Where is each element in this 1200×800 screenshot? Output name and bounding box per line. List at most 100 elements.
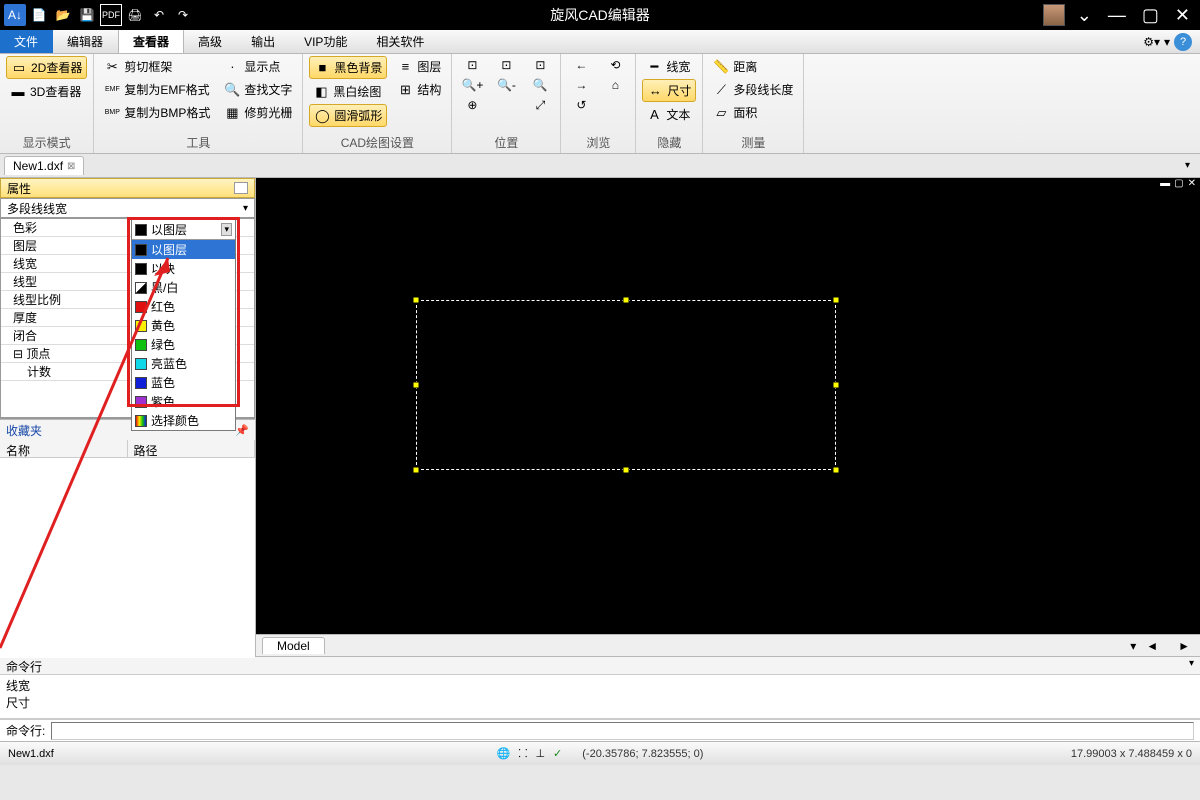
selection-grip[interactable]: [413, 467, 420, 474]
menu-file[interactable]: 文件: [0, 30, 53, 53]
scroll-left-icon[interactable]: ◄: [1142, 639, 1162, 653]
color-option-黑/白[interactable]: 黑/白: [132, 278, 235, 297]
selection-grip[interactable]: [833, 297, 840, 304]
status-grid-icon[interactable]: ⸬: [518, 746, 527, 761]
color-option-亮蓝色[interactable]: 亮蓝色: [132, 354, 235, 373]
ribbon-btn-剪切框架[interactable]: ✂剪切框架: [100, 56, 214, 77]
ribbon-iconbtn[interactable]: 🔍-: [492, 76, 520, 94]
menu-输出[interactable]: 输出: [237, 30, 290, 53]
ribbon-iconbtn[interactable]: ⊡: [526, 56, 554, 74]
canvas-close-icon[interactable]: ✕: [1188, 178, 1196, 192]
ribbon-btn-多段线长度[interactable]: ⟋多段线长度: [709, 79, 797, 100]
minimize-icon[interactable]: —: [1104, 5, 1130, 26]
close-tab-icon[interactable]: ⊠: [67, 161, 75, 172]
undo-icon[interactable]: ↶: [148, 4, 170, 26]
ribbon-iconbtn[interactable]: [492, 96, 520, 100]
selection-grip[interactable]: [833, 467, 840, 474]
selection-grip[interactable]: [623, 297, 630, 304]
selection-grip[interactable]: [413, 297, 420, 304]
settings-icon[interactable]: ⚙▾: [1143, 35, 1160, 49]
color-option-以块[interactable]: 以块: [132, 259, 235, 278]
menu-高级[interactable]: 高级: [184, 30, 237, 53]
command-input[interactable]: [51, 722, 1194, 740]
ribbon-iconbtn[interactable]: 🔍+: [458, 76, 486, 94]
command-header[interactable]: 命令行 ▾: [0, 657, 1200, 675]
ribbon-btn-显示点[interactable]: ·显示点: [220, 56, 296, 77]
document-tab[interactable]: New1.dxf ⊠: [4, 156, 84, 175]
chevron-down-icon[interactable]: ▾: [1189, 658, 1194, 673]
status-globe-icon[interactable]: 🌐: [497, 747, 511, 760]
ribbon-btn-图层[interactable]: ≡图层: [393, 56, 445, 77]
menu-编辑器[interactable]: 编辑器: [53, 30, 118, 53]
ribbon-iconbtn[interactable]: ⊕: [458, 96, 486, 114]
selection-grip[interactable]: [833, 382, 840, 389]
color-option-紫色[interactable]: 紫色: [132, 392, 235, 411]
ribbon-btn-修剪光栅[interactable]: ▦修剪光栅: [220, 102, 296, 123]
ribbon-btn-3D查看器[interactable]: ▬3D查看器: [6, 81, 87, 102]
color-option-蓝色[interactable]: 蓝色: [132, 373, 235, 392]
tab-chevron-icon[interactable]: ▾: [1185, 160, 1196, 171]
menu-相关软件[interactable]: 相关软件: [362, 30, 439, 53]
ribbon-btn-文本[interactable]: A文本: [642, 104, 696, 125]
color-option-绿色[interactable]: 绿色: [132, 335, 235, 354]
object-type-selector[interactable]: 多段线线宽 ▾: [0, 198, 255, 218]
ribbon-btn-结构[interactable]: ⊞结构: [393, 79, 445, 100]
ribbon-iconbtn[interactable]: ⊡: [458, 56, 486, 74]
ribbon-btn-复制为BMP格式[interactable]: BMP复制为BMP格式: [100, 102, 214, 123]
ribbon-iconbtn[interactable]: ⌂: [601, 76, 629, 94]
print-icon[interactable]: 🖨: [124, 4, 146, 26]
app-logo-icon[interactable]: A↓: [4, 4, 26, 26]
status-ortho-icon[interactable]: ⊥: [535, 747, 545, 760]
model-tab[interactable]: Model: [262, 637, 325, 654]
properties-header[interactable]: 属性: [0, 178, 255, 198]
selection-grip[interactable]: [623, 467, 630, 474]
chevron-down-icon[interactable]: ⌄: [1073, 5, 1096, 26]
pdf-icon[interactable]: PDF: [100, 4, 122, 26]
selection-grip[interactable]: [413, 382, 420, 389]
menu-VIP功能[interactable]: VIP功能: [290, 30, 362, 53]
color-option-黄色[interactable]: 黄色: [132, 316, 235, 335]
ribbon-btn-复制为EMF格式[interactable]: EMF复制为EMF格式: [100, 79, 214, 100]
redo-icon[interactable]: ↷: [172, 4, 194, 26]
save-icon[interactable]: 💾: [76, 4, 98, 26]
new-icon[interactable]: 📄: [28, 4, 50, 26]
color-dropdown[interactable]: 以图层▾以图层以块黑/白红色黄色绿色亮蓝色蓝色紫色选择颜色: [131, 219, 236, 431]
ribbon-iconbtn[interactable]: ↺: [567, 96, 595, 114]
ribbon-btn-黑白绘图[interactable]: ◧黑白绘图: [309, 81, 387, 102]
ribbon-iconbtn[interactable]: →: [567, 76, 595, 94]
ribbon-iconbtn[interactable]: ⟲: [601, 56, 629, 74]
close-icon[interactable]: ✕: [1171, 5, 1194, 26]
ribbon-btn-圆滑弧形[interactable]: ◯圆滑弧形: [309, 104, 387, 127]
help-icon[interactable]: ?: [1174, 33, 1192, 51]
properties-mini-icon[interactable]: [234, 182, 248, 194]
status-filename: New1.dxf: [8, 748, 54, 760]
ribbon-btn-面积[interactable]: ▱面积: [709, 102, 797, 123]
pin-icon[interactable]: 📌: [235, 424, 249, 437]
user-avatar[interactable]: [1043, 4, 1065, 26]
ribbon-iconbtn[interactable]: ←: [567, 56, 595, 74]
scroll-right-icon[interactable]: ►: [1174, 639, 1194, 653]
workspace: 属性 多段线线宽 ▾ 以图层▾以图层以块黑/白红色黄色绿色亮蓝色蓝色紫色选择颜色…: [0, 178, 1200, 656]
open-icon[interactable]: 📂: [52, 4, 74, 26]
ribbon-btn-尺寸[interactable]: ↔尺寸: [642, 79, 696, 102]
ribbon-iconbtn[interactable]: ⊡: [492, 56, 520, 74]
ribbon-btn-查找文字[interactable]: 🔍查找文字: [220, 79, 296, 100]
dropdown-icon[interactable]: ▾: [1164, 35, 1170, 49]
canvas-minimize-icon[interactable]: ▬: [1160, 178, 1170, 192]
canvas-maximize-icon[interactable]: ▢: [1174, 178, 1183, 192]
selection-rectangle[interactable]: [416, 300, 836, 470]
color-option-以图层[interactable]: 以图层: [132, 240, 235, 259]
drawing-canvas[interactable]: [256, 192, 1200, 634]
ribbon-btn-2D查看器[interactable]: ▭2D查看器: [6, 56, 87, 79]
ribbon-btn-距离[interactable]: 📏距离: [709, 56, 797, 77]
ribbon-iconbtn[interactable]: ⤢: [526, 96, 554, 115]
color-option-选择颜色[interactable]: 选择颜色: [132, 411, 235, 430]
color-option-红色[interactable]: 红色: [132, 297, 235, 316]
scroll-dropdown-icon[interactable]: ▾: [1126, 639, 1140, 653]
ribbon-btn-黑色背景[interactable]: ■黑色背景: [309, 56, 387, 79]
status-snap-icon[interactable]: ✓: [553, 747, 562, 760]
maximize-icon[interactable]: ▢: [1138, 5, 1163, 26]
menu-查看器[interactable]: 查看器: [118, 30, 184, 53]
ribbon-btn-线宽[interactable]: ━线宽: [642, 56, 696, 77]
ribbon-iconbtn[interactable]: 🔍: [526, 76, 554, 94]
